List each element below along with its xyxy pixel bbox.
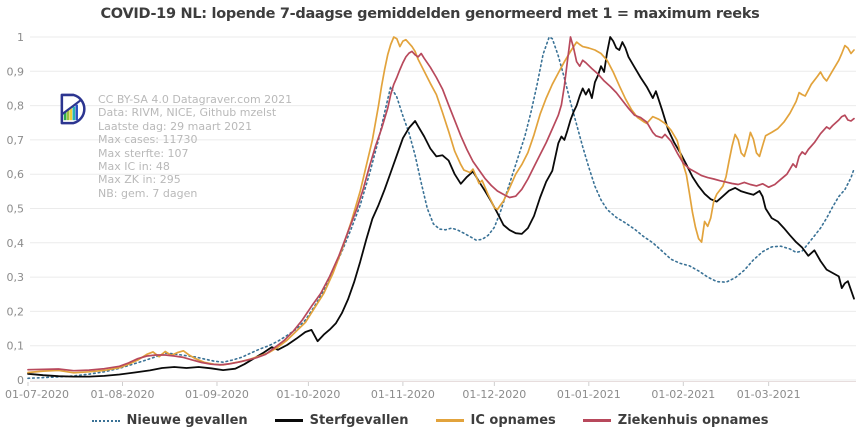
annotation-line: Max IC in: 48 [98, 160, 170, 174]
x-tick-label: 01-10-2020 [276, 388, 340, 400]
legend-swatch-ziekenhuis-opnames [582, 419, 611, 422]
chart-legend: Nieuwe gevallen Sterfgevallen IC opnames Zi… [0, 413, 860, 428]
legend-label-nieuwe-gevallen: Nieuwe gevallen [126, 413, 248, 428]
datagraver-logo-icon [60, 93, 86, 125]
annotation-block: CC BY-SA 4.0 Datagraver.com 2021 Data: R… [57, 93, 292, 200]
legend-item-sterfgevallen: Sterfgevallen [274, 413, 409, 428]
legend-swatch-ic-opnames [435, 419, 464, 422]
legend-label-ziekenhuis-opnames: Ziekenhuis opnames [617, 413, 769, 428]
annotation-line: CC BY-SA 4.0 Datagraver.com 2021 [98, 93, 293, 106]
legend-swatch-nieuwe-gevallen [91, 419, 120, 422]
y-tick-label: 0 [17, 374, 24, 387]
annotation-line: Max cases: 11730 [98, 133, 198, 147]
chart-title: COVID-19 NL: lopende 7-daagse gemiddelde… [100, 6, 760, 22]
y-tick-label: 0,8 [7, 100, 25, 113]
legend-item-nieuwe-gevallen: Nieuwe gevallen [91, 413, 248, 428]
y-tick-label: 0,6 [7, 168, 25, 181]
y-tick-label: 1 [17, 31, 24, 44]
y-tick-label: 0,5 [7, 203, 25, 216]
legend-item-ziekenhuis-opnames: Ziekenhuis opnames [582, 413, 769, 428]
annotation-text: CC BY-SA 4.0 Datagraver.com 2021 Data: R… [98, 93, 292, 200]
y-tick-label: 0,2 [7, 305, 25, 318]
x-tick-label: 01-02-2021 [651, 388, 715, 400]
y-tick-label: 0,3 [7, 271, 25, 284]
annotation-line: Laatste dag: 29 maart 2021 [98, 119, 253, 133]
x-tick-label: 01-09-2020 [185, 388, 249, 400]
legend-label-sterfgevallen: Sterfgevallen [309, 413, 409, 428]
annotation-line: Max ZK in: 295 [98, 173, 181, 187]
x-tick-label: 01-12-2020 [462, 388, 526, 400]
series-line-sterfgevallen [27, 36, 855, 378]
annotation-line: Max sterfte: 107 [98, 146, 189, 160]
y-tick-label: 0,4 [7, 237, 25, 250]
y-tick-label: 0,9 [7, 65, 25, 78]
legend-item-ic-opnames: IC opnames [435, 413, 556, 428]
legend-label-ic-opnames: IC opnames [470, 413, 556, 428]
x-tick-label: 01-01-2021 [557, 388, 621, 400]
x-tick-label: 01-08-2020 [91, 388, 155, 400]
series-line-nieuwe-gevallen [27, 36, 855, 380]
legend-swatch-sterfgevallen [274, 419, 303, 422]
y-tick-label: 0,7 [7, 134, 25, 147]
annotation-line: NB: gem. 7 dagen [98, 186, 198, 200]
x-tick-label: 01-07-2020 [5, 388, 69, 400]
series-line-ziekenhuis-opnames [27, 36, 855, 372]
annotation-line: Data: RIVM, NICE, Github mzelst [98, 106, 277, 120]
x-tick-label: 01-03-2021 [737, 388, 801, 400]
chart-plot-area: 0 0,1 0,2 0,3 0,4 0,5 0,6 0,7 0,8 0,9 1 01-07-2020 0… [5, 31, 856, 400]
x-tick-label: 01-11-2020 [371, 388, 435, 400]
y-tick-label: 0,1 [7, 340, 25, 353]
